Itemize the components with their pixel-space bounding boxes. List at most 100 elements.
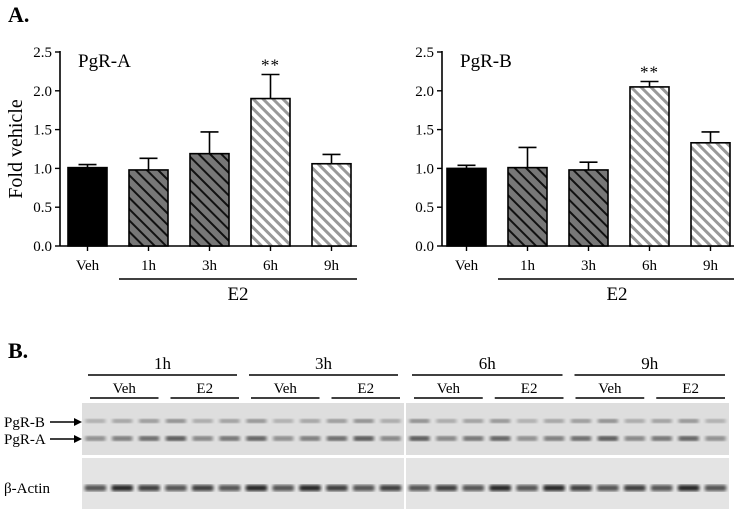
band-pgr-b [409, 419, 430, 423]
time-label-3h: 3h [315, 354, 333, 373]
y-tick-label: 0.5 [415, 200, 434, 216]
y-tick-label: 1.0 [415, 161, 434, 177]
y-tick-label: 2.0 [33, 84, 52, 100]
y-tick-label: 1.5 [415, 123, 434, 139]
band-actin [245, 485, 268, 491]
band-pgr-b [705, 419, 726, 423]
band-pgr-a [624, 436, 646, 441]
band-pgr-b [380, 419, 401, 423]
chart-pgr-a: 0.0 0.5 1.0 1.5 2.0 2.5 Fold vehicle PgR-A Veh 1h… [5, 45, 357, 305]
bar-6h [629, 86, 670, 247]
chart-pgr-b: 0.0 0.5 1.0 1.5 2.0 2.5 PgR-B Veh 1h 3h 6h ** 9h E2 [415, 45, 734, 305]
treatment-label: Veh [113, 381, 137, 397]
treatment-label: E2 [357, 381, 374, 397]
bar-3h [189, 152, 230, 247]
band-pgr-a [489, 436, 511, 441]
band-actin [516, 485, 538, 491]
band-pgr-a [192, 436, 213, 441]
blot-membrane-actin [406, 458, 729, 509]
band-actin [570, 485, 592, 491]
significance-marker: ** [261, 56, 280, 75]
treatment-label: E2 [682, 381, 699, 397]
band-actin [192, 485, 214, 491]
y-tick-label: 0.0 [415, 239, 434, 255]
band-pgr-a [380, 436, 401, 441]
band-pgr-a [597, 436, 619, 441]
time-label-1h: 1h [154, 354, 172, 373]
band-actin [138, 485, 160, 491]
band-actin [435, 485, 458, 491]
band-pgr-a [678, 436, 699, 441]
band-actin [84, 485, 107, 491]
band-pgr-b [570, 419, 592, 423]
band-pgr-b [326, 419, 348, 423]
treatment-label: E2 [521, 381, 538, 397]
band-actin [489, 485, 511, 491]
y-tick-label: 2.5 [415, 45, 434, 61]
band-actin [408, 485, 431, 491]
bar-9h [311, 162, 352, 247]
band-pgr-b [219, 419, 240, 423]
bar-6h [250, 97, 291, 247]
time-label-9h: 9h [641, 354, 659, 373]
chart-title: PgR-A [78, 51, 131, 72]
band-pgr-a [326, 436, 348, 441]
band-pgr-a [409, 436, 430, 441]
y-tick-label: 1.0 [33, 161, 52, 177]
band-actin [677, 485, 700, 491]
band-actin [597, 485, 619, 491]
band-actin [299, 485, 321, 491]
treatment-label: Veh [598, 381, 622, 397]
band-pgr-b [273, 419, 294, 423]
band-pgr-b [353, 419, 374, 423]
band-pgr-b [651, 419, 672, 423]
band-actin [650, 485, 673, 491]
band-pgr-b [463, 419, 484, 423]
group-label: E2 [606, 284, 627, 305]
band-pgr-b [489, 419, 511, 423]
treatment-label: E2 [196, 381, 213, 397]
band-actin [111, 485, 133, 491]
y-tick-label: 1.5 [33, 123, 52, 139]
band-pgr-a [273, 436, 294, 441]
blot-membrane-pgr [82, 403, 404, 455]
y-tick-label: 0.5 [33, 200, 52, 216]
band-pgr-b [516, 419, 538, 423]
y-tick-label: 2.5 [33, 45, 52, 61]
band-pgr-b [678, 419, 699, 423]
band-actin [353, 485, 375, 491]
significance-marker: ** [640, 62, 659, 81]
x-tick-label: Veh [76, 258, 100, 274]
x-tick-label: Veh [455, 258, 479, 274]
row-label-pgr-b: PgR-B [4, 415, 45, 431]
band-pgr-a [516, 436, 538, 441]
band-pgr-a [436, 436, 457, 441]
bar-1h [507, 166, 548, 247]
blot-membrane-actin [82, 458, 404, 509]
band-pgr-b [192, 419, 213, 423]
band-pgr-b [85, 419, 106, 423]
band-actin [624, 485, 646, 491]
bar-veh [446, 167, 487, 247]
group-label: E2 [227, 284, 248, 305]
x-tick-label: 1h [141, 258, 157, 274]
row-label-actin: β-Actin [4, 481, 50, 497]
y-tick-label: 2.0 [415, 84, 434, 100]
band-pgr-a [246, 436, 267, 441]
treatment-label: Veh [437, 381, 461, 397]
band-pgr-a [85, 436, 106, 441]
band-pgr-a [543, 436, 565, 441]
x-tick-label: 3h [202, 258, 218, 274]
band-actin [379, 485, 402, 491]
band-pgr-a [463, 436, 484, 441]
arrow-head [74, 435, 82, 443]
band-actin [704, 485, 727, 491]
band-pgr-b [299, 419, 321, 423]
band-pgr-a [570, 436, 592, 441]
band-actin [543, 485, 565, 491]
arrow-head [74, 418, 82, 426]
band-actin [218, 485, 241, 491]
band-pgr-b [597, 419, 619, 423]
band-pgr-a [705, 436, 726, 441]
